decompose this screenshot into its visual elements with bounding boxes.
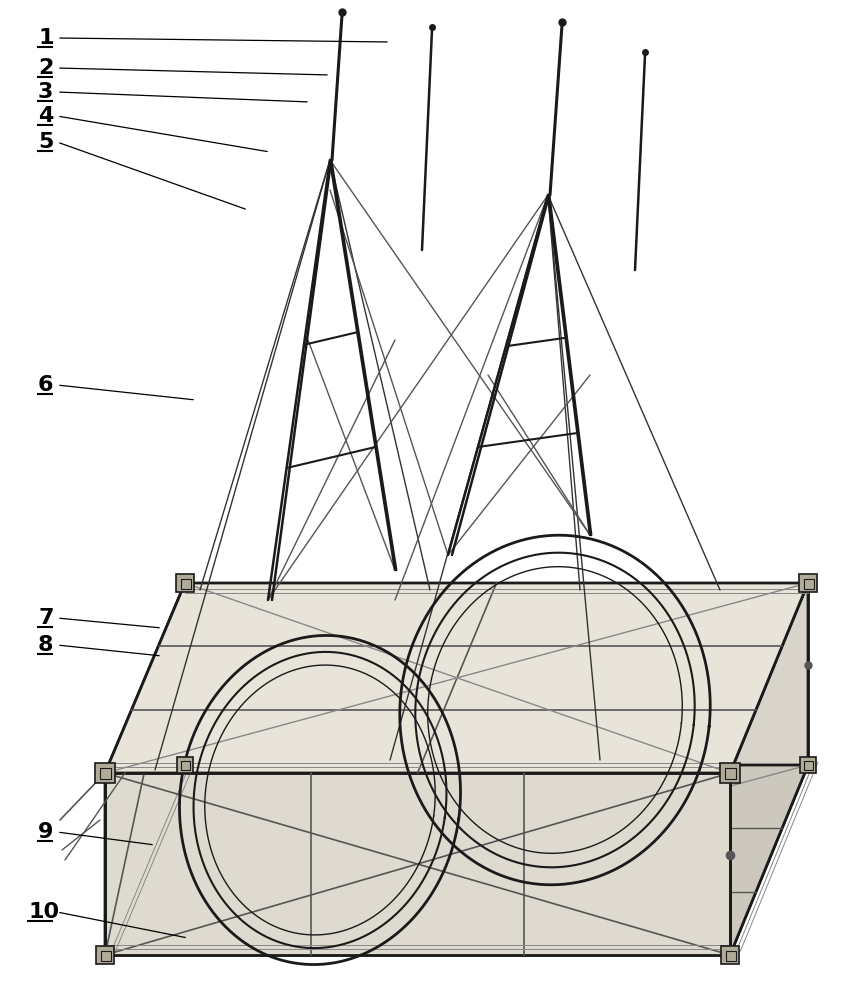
Bar: [726, 951, 736, 961]
Text: 9: 9: [38, 822, 53, 842]
Polygon shape: [105, 765, 808, 955]
Bar: [800, 757, 816, 773]
Bar: [181, 761, 190, 770]
Polygon shape: [105, 773, 730, 955]
Text: 7: 7: [38, 608, 53, 628]
Bar: [177, 757, 193, 773]
Text: 2: 2: [38, 58, 53, 78]
Polygon shape: [105, 583, 808, 773]
Polygon shape: [730, 583, 808, 955]
Text: 3: 3: [38, 82, 53, 102]
Bar: [181, 579, 191, 589]
Text: 8: 8: [38, 635, 53, 655]
Bar: [176, 574, 194, 592]
Bar: [725, 768, 736, 779]
Text: 6: 6: [38, 375, 53, 395]
Polygon shape: [105, 583, 185, 955]
Bar: [804, 761, 813, 770]
Bar: [101, 951, 111, 961]
Text: 1: 1: [38, 28, 53, 48]
Bar: [721, 946, 739, 964]
Bar: [799, 574, 817, 592]
Text: 10: 10: [28, 902, 59, 922]
Bar: [95, 763, 115, 783]
Bar: [100, 768, 111, 779]
Bar: [96, 946, 114, 964]
Bar: [804, 579, 814, 589]
Text: 5: 5: [38, 132, 53, 152]
Text: 4: 4: [38, 106, 53, 126]
Bar: [720, 763, 740, 783]
